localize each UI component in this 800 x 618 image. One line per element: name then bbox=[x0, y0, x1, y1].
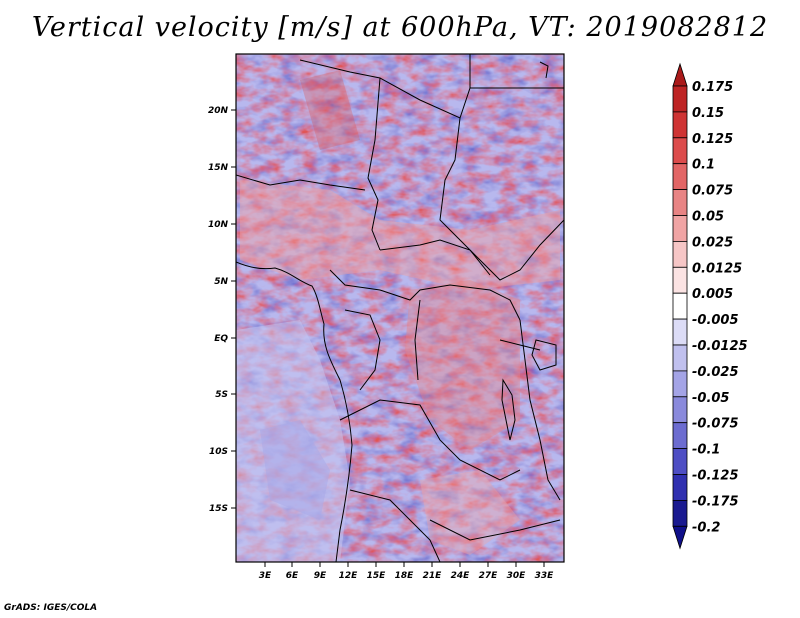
colorbar-swatch bbox=[672, 215, 688, 242]
colorbar-label: 0.15 bbox=[692, 106, 724, 121]
map-frame bbox=[235, 53, 565, 563]
colorbar-label: -0.005 bbox=[692, 313, 739, 328]
footer-credit: GrADS: IGES/COLA bbox=[4, 603, 98, 613]
colorbar-swatch bbox=[672, 344, 688, 372]
lon-label: 21E bbox=[423, 571, 443, 581]
map-panel: 20N 15N 10N 5N EQ 5S 10S 15S 3E 6E 9E 12… bbox=[208, 53, 748, 581]
lat-label: 10S bbox=[209, 447, 228, 457]
lon-label: 33E bbox=[535, 571, 555, 581]
lon-label: 12E bbox=[339, 571, 359, 581]
lat-label: 15S bbox=[209, 504, 228, 514]
lat-label: EQ bbox=[214, 334, 228, 344]
borders bbox=[236, 54, 564, 562]
lon-label: 18E bbox=[395, 571, 415, 581]
colorbar-label: 0.0125 bbox=[692, 261, 742, 276]
colorbar: 0.175 0.15 0.125 0.1 0.075 0.05 0.025 0.0125 0.0… bbox=[672, 62, 748, 550]
lat-label: 5N bbox=[214, 277, 228, 287]
colorbar-label: 0.125 bbox=[692, 132, 733, 147]
colorbar-swatch bbox=[672, 111, 688, 139]
colorbar-label: 0.05 bbox=[692, 210, 724, 225]
lon-label: 3E bbox=[259, 571, 272, 581]
colorbar-label: 0.175 bbox=[692, 80, 733, 95]
colorbar-label: -0.1 bbox=[692, 443, 720, 458]
lon-label: 24E bbox=[451, 571, 471, 581]
colorbar-label: -0.05 bbox=[692, 391, 729, 406]
lat-axis: 20N 15N 10N 5N EQ 5S 10S 15S bbox=[208, 106, 236, 514]
chart-title: Vertical velocity [m/s] at 600hPa, VT: 2… bbox=[31, 12, 769, 43]
colorbar-swatch bbox=[672, 137, 688, 165]
lon-label: 30E bbox=[507, 571, 527, 581]
colorbar-swatch bbox=[672, 318, 688, 346]
colorbar-label: -0.175 bbox=[692, 494, 739, 509]
colorbar-label: 0.075 bbox=[692, 184, 733, 199]
lon-label: 15E bbox=[367, 571, 387, 581]
lat-label: 20N bbox=[208, 106, 229, 116]
colorbar-swatch bbox=[672, 499, 688, 527]
velocity-field bbox=[236, 54, 564, 562]
lat-label: 10N bbox=[208, 220, 229, 230]
colorbar-swatch bbox=[672, 163, 688, 190]
colorbar-swatch bbox=[672, 448, 688, 475]
colorbar-swatch bbox=[672, 422, 688, 450]
lat-label: 15N bbox=[208, 163, 229, 173]
colorbar-label: -0.0125 bbox=[692, 339, 748, 354]
lon-label: 6E bbox=[286, 571, 299, 581]
colorbar-label: -0.125 bbox=[692, 469, 739, 484]
colorbar-swatch bbox=[672, 292, 688, 320]
colorbar-label: 0.1 bbox=[692, 158, 715, 173]
colorbar-label: -0.2 bbox=[692, 520, 720, 535]
lon-label: 27E bbox=[479, 571, 499, 581]
colorbar-swatch bbox=[672, 240, 688, 268]
colorbar-label: -0.025 bbox=[692, 365, 739, 380]
lat-label: 5S bbox=[215, 390, 228, 400]
colorbar-arrow-bottom bbox=[672, 525, 688, 550]
colorbar-label: 0.005 bbox=[692, 287, 733, 302]
colorbar-swatch bbox=[672, 370, 688, 398]
colorbar-arrow-top bbox=[672, 62, 688, 87]
colorbar-label: 0.025 bbox=[692, 235, 733, 250]
colorbar-swatch bbox=[672, 266, 688, 294]
colorbar-swatch bbox=[672, 189, 688, 216]
colorbar-swatch bbox=[672, 474, 688, 501]
lon-axis: 3E 6E 9E 12E 15E 18E 21E 24E 27E 30E 33E bbox=[259, 562, 554, 581]
colorbar-swatch bbox=[672, 396, 688, 424]
lon-label: 9E bbox=[314, 571, 327, 581]
colorbar-label: -0.075 bbox=[692, 417, 739, 432]
colorbar-swatch bbox=[672, 85, 688, 113]
